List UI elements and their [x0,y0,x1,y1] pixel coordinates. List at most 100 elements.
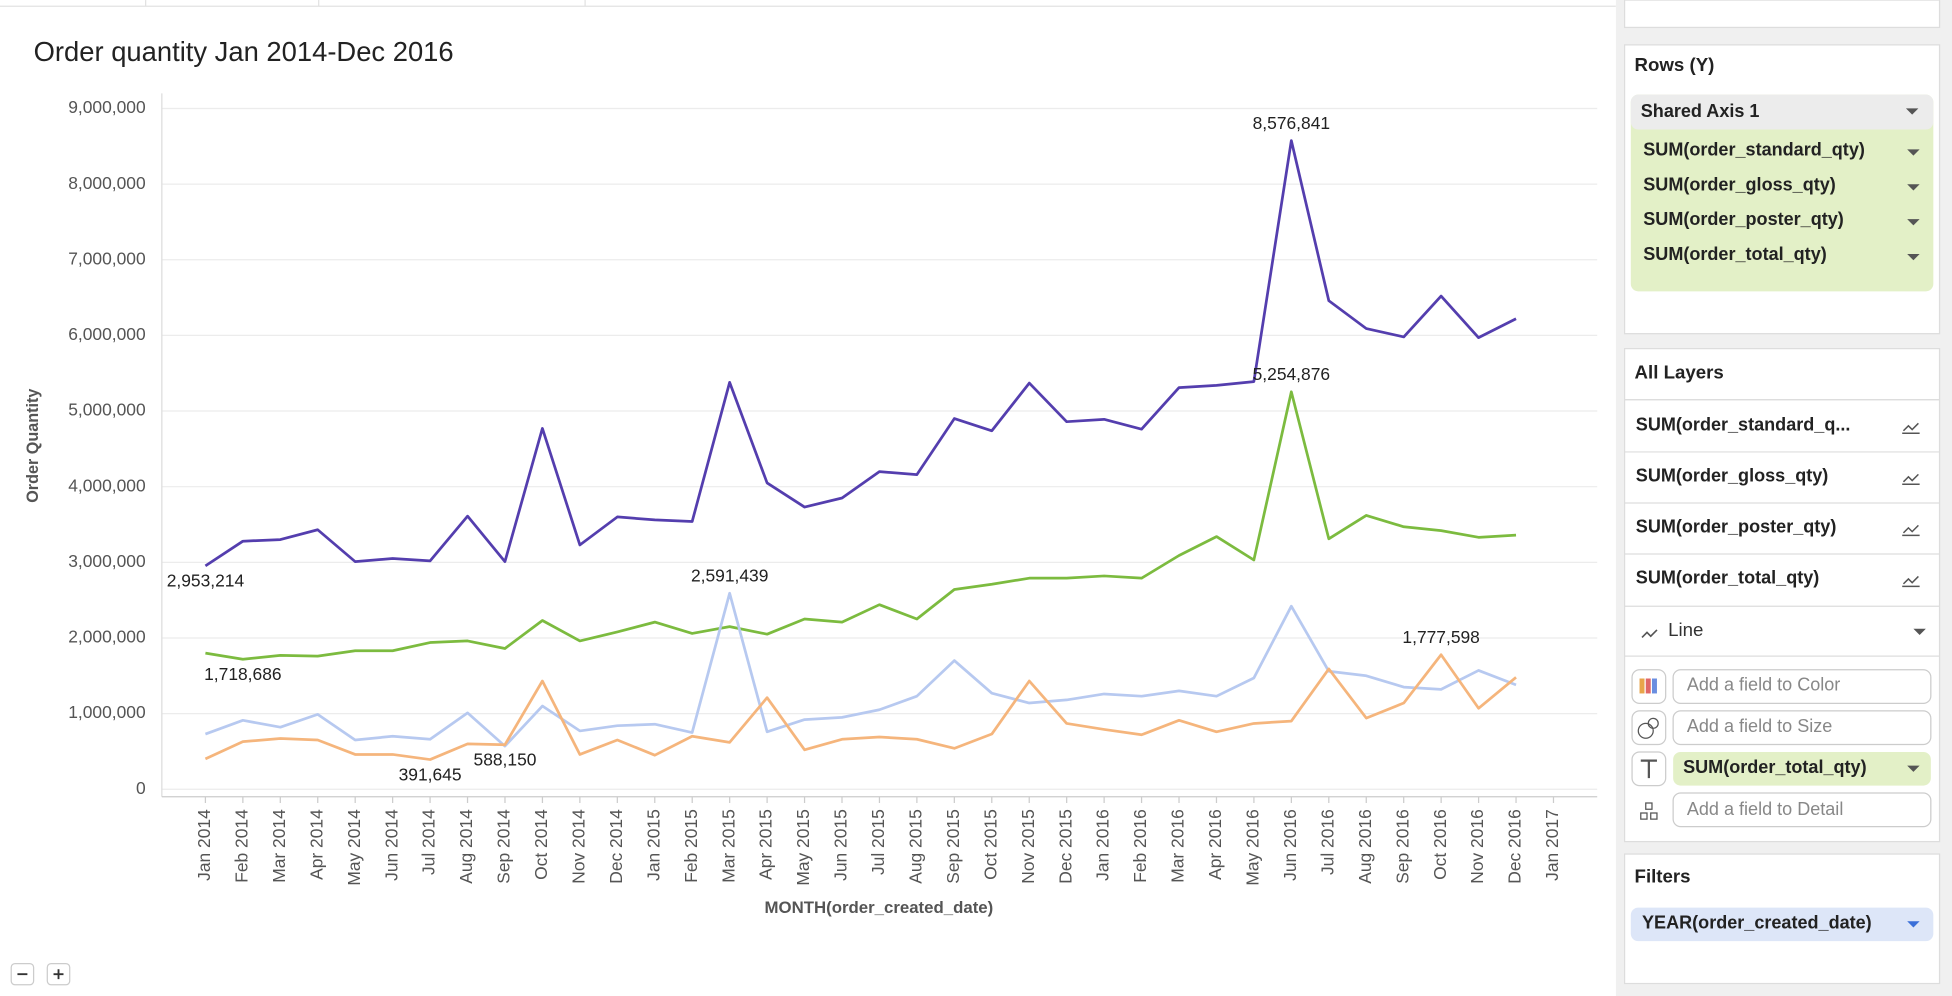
shared-axis-header[interactable] [1630,94,1934,130]
x-tick-label: Apr 2015 [756,809,776,880]
x-tick-label: Aug 2014 [456,809,476,884]
x-tick-label: Jun 2015 [831,809,851,881]
filter-field: YEAR(order_created_date) [1642,913,1872,933]
series-line [205,390,1517,661]
y-tick-label: 7,000,000 [68,248,145,268]
layer-name[interactable]: SUM(order_gloss_qty) [1636,466,1829,486]
x-tick-label: Mar 2014 [269,809,289,883]
layer-name[interactable]: SUM(order_poster_qty) [1636,517,1837,537]
detail-icon [1640,802,1658,820]
x-tick-label: Jun 2016 [1280,809,1300,881]
color-icon [1651,678,1657,694]
y-tick-label: 3,000,000 [68,551,145,571]
x-tick-label: Jun 2014 [381,809,401,881]
x-tick-label: Feb 2015 [681,809,701,883]
x-tick-label: Jan 2015 [643,809,663,881]
shared-axis-label: Shared Axis 1 [1641,101,1760,121]
x-tick-label: Jan 2016 [1093,809,1113,881]
panel-section [1623,0,1941,29]
dropdown-arrow[interactable] [1907,921,1920,928]
size-drop[interactable] [1672,710,1932,746]
line-icon [1902,473,1920,486]
detail-placeholder: Add a field to Detail [1687,799,1844,819]
color-placeholder: Add a field to Color [1687,675,1840,695]
x-tick-label: Oct 2016 [1430,809,1450,880]
x-tick-label: Apr 2016 [1205,809,1225,880]
x-tick-label: Nov 2016 [1467,809,1487,884]
size-icon [1647,717,1659,729]
data-label: 1,777,598 [1402,627,1479,647]
data-label: 8,576,841 [1253,113,1330,133]
x-tick-label: Nov 2015 [1018,809,1038,884]
x-tick-label: Oct 2014 [531,809,551,880]
y-tick-label: 9,000,000 [68,97,145,117]
dropdown-arrow[interactable] [1907,254,1920,261]
x-tick-label: May 2015 [793,809,813,885]
data-label: 2,953,214 [167,571,245,591]
row-pills: SUM(order_standard_qty) SUM(order_gloss_q… [1643,139,1920,264]
chart-title: Order quantity Jan 2014-Dec 2016 [34,36,454,67]
rows-group [1630,94,1934,292]
detail-drop[interactable] [1672,792,1932,828]
x-tick-label: Aug 2015 [906,809,926,884]
dropdown-arrow[interactable] [1907,184,1920,191]
x-tick-label: May 2016 [1243,809,1263,885]
dropdown-arrow[interactable] [1907,149,1920,156]
data-label: 391,645 [399,764,462,784]
line-icon [1902,524,1920,537]
data-label: 5,254,876 [1253,364,1330,384]
x-tick-label: Dec 2016 [1505,809,1525,884]
dropdown-arrow[interactable] [1913,628,1926,635]
rows-title: Rows (Y) [1635,54,1715,75]
series-line [204,653,1517,761]
y-tick-label: 5,000,000 [68,400,145,420]
size-icon [1637,722,1654,739]
x-tick-label: Jul 2015 [868,809,888,875]
y-tick-label: 0 [136,778,146,798]
x-axis-label: MONTH(order_created_date) [765,898,994,917]
layers-title: All Layers [1635,361,1724,382]
row-pill[interactable]: SUM(order_total_qty) [1643,244,1827,264]
plot: 0 1,000,000 2,000,000 3,000,000 4,000,000 5,0… [68,93,1598,886]
x-tick-label: Sep 2014 [494,809,514,884]
row-pill[interactable]: SUM(order_gloss_qty) [1643,174,1836,194]
dropdown-arrow[interactable] [1907,219,1920,226]
x-tick-label: Mar 2015 [718,809,738,883]
x-tick-label: Nov 2014 [568,809,588,884]
y-tick-label: 4,000,000 [68,475,145,495]
layer-name[interactable]: SUM(order_standard_q... [1636,415,1851,435]
x-tick-label: Dec 2014 [606,809,626,884]
data-label: 1,718,686 [204,664,281,684]
plus-icon [53,969,64,980]
x-tick-label: Jan 2014 [194,809,214,881]
y-tick-label: 2,000,000 [68,627,145,647]
y-tick-label: 6,000,000 [68,324,145,344]
color-drop[interactable] [1672,669,1932,705]
x-tick-label: Feb 2016 [1130,809,1150,883]
text-pill[interactable] [1673,751,1931,786]
data-label: 588,150 [474,750,537,770]
filter-pill[interactable] [1630,907,1934,942]
size-button[interactable] [1631,710,1667,746]
y-tick-label: 8,000,000 [68,173,145,193]
y-tick-label: 1,000,000 [68,702,145,722]
dropdown-arrow[interactable] [1905,108,1919,115]
x-tick-label: Jan 2017 [1542,809,1562,881]
x-tick-label: Jul 2014 [419,809,439,875]
dropdown-arrow[interactable] [1907,765,1920,772]
line-icon [1902,575,1920,588]
layers-list: SUM(order_standard_q... SUM(order_gloss_q… [1624,399,1940,588]
row-pill[interactable]: SUM(order_poster_qty) [1643,209,1844,229]
color-icon [1639,678,1645,694]
filters-title: Filters [1635,866,1691,887]
text-icon [1640,759,1657,779]
series-line [204,139,1517,567]
row-pill[interactable]: SUM(order_standard_qty) [1643,139,1865,159]
mark-type[interactable]: Line [1668,619,1703,640]
layer-name[interactable]: SUM(order_total_qty) [1636,568,1820,588]
x-tick-label: Feb 2014 [231,809,251,883]
text-field: SUM(order_total_qty) [1683,757,1867,777]
x-tick-label: Jul 2016 [1317,809,1337,875]
